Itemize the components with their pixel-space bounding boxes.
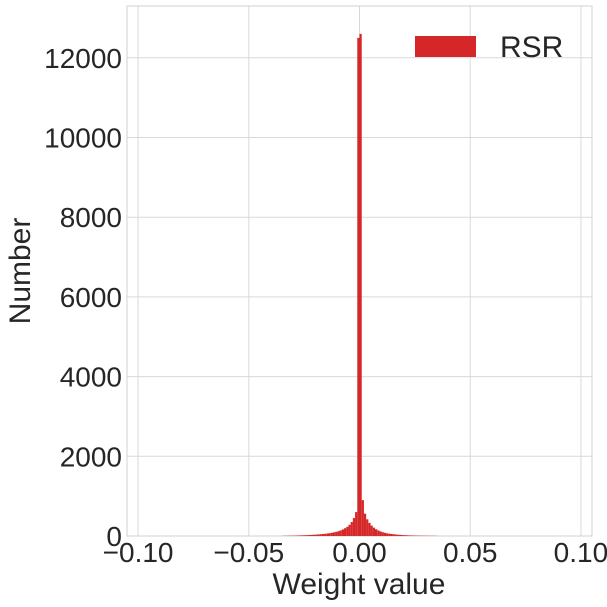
y-tick-labels: 0 2000 4000 6000 8000 10000 12000 (44, 43, 122, 552)
histogram-bar (344, 528, 347, 536)
x-tick-label: 0.05 (443, 537, 498, 568)
histogram-bar (394, 534, 398, 536)
histogram-bar (410, 535, 413, 536)
histogram-bar (375, 529, 378, 536)
y-tick-label: 6000 (60, 282, 122, 313)
histogram-bar (310, 534, 313, 536)
y-axis-label: Number (4, 218, 37, 325)
histogram-bar (317, 534, 320, 536)
legend-swatch-rsr (415, 36, 476, 57)
histogram-bar (313, 534, 316, 536)
histogram-bar (368, 522, 371, 536)
histogram-bar (370, 525, 373, 536)
y-tick-label: 2000 (60, 441, 122, 472)
histogram-bar (381, 532, 384, 536)
histogram-bars (282, 33, 437, 536)
histogram-bar (348, 524, 351, 536)
histogram-bar (401, 535, 404, 536)
histogram-bar (397, 534, 400, 536)
histogram-bar (321, 534, 325, 536)
histogram-bar (383, 532, 387, 536)
histogram-bar (399, 534, 402, 536)
legend-label-rsr: RSR (500, 31, 563, 64)
y-tick-label: 0 (106, 521, 122, 552)
histogram-bar (304, 535, 307, 536)
histogram-bar (326, 533, 329, 536)
histogram-bar (328, 533, 331, 536)
histogram-bar (361, 500, 364, 536)
histogram-bar (324, 533, 327, 536)
y-tick-label: 4000 (60, 362, 122, 393)
histogram-bar (366, 519, 369, 536)
histogram-bar (390, 534, 393, 536)
histogram-bar (363, 513, 367, 536)
x-tick-label: 0.00 (332, 537, 387, 568)
histogram-bar (392, 534, 395, 536)
histogram-bar (330, 532, 333, 536)
histogram-bar (315, 534, 318, 536)
histogram-bar (332, 532, 336, 536)
histogram-bar (350, 522, 353, 536)
histogram-bar (377, 530, 380, 536)
y-tick-label: 12000 (44, 43, 122, 74)
x-tick-label: −0.10 (103, 537, 174, 568)
histogram-bar (408, 535, 411, 536)
histogram-bar (388, 533, 391, 536)
histogram-bar (346, 526, 349, 536)
histogram-bar (299, 535, 302, 536)
histogram-bar (337, 531, 340, 536)
histogram-bar (403, 535, 406, 536)
histogram-bar (379, 531, 382, 536)
histogram-bar (308, 535, 311, 536)
histogram-bar (339, 530, 342, 536)
histogram-bar (359, 33, 362, 536)
histogram-bar (341, 529, 344, 536)
histogram-bar (319, 534, 322, 536)
histogram-bar (386, 533, 389, 536)
histogram-bar (372, 527, 375, 536)
histogram-bar (355, 512, 358, 536)
y-tick-label: 10000 (44, 123, 122, 154)
histogram-bar (357, 37, 360, 536)
histogram-bar (335, 531, 338, 536)
histogram-bar (406, 535, 409, 536)
legend: RSR (415, 31, 563, 64)
x-axis-label: Weight value (273, 568, 446, 601)
histogram-bar (297, 535, 300, 536)
y-tick-label: 8000 (60, 202, 122, 233)
x-tick-labels: −0.10 −0.05 0.00 0.05 0.10 (103, 537, 607, 568)
x-tick-label: −0.05 (213, 537, 284, 568)
histogram-bar (352, 518, 356, 536)
x-tick-label: 0.10 (554, 537, 607, 568)
histogram-bar (301, 535, 305, 536)
histogram-bar (306, 535, 309, 536)
